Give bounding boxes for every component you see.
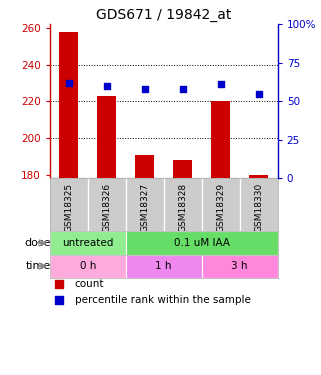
Text: GSM18330: GSM18330 — [254, 183, 263, 232]
Point — [142, 86, 147, 92]
Point — [56, 281, 61, 287]
Text: percentile rank within the sample: percentile rank within the sample — [75, 295, 251, 305]
Text: GSM18327: GSM18327 — [140, 183, 149, 232]
Bar — [135, 154, 154, 178]
Bar — [126, 231, 278, 255]
Text: GSM18329: GSM18329 — [216, 183, 225, 232]
Bar — [126, 255, 202, 278]
Point — [66, 80, 71, 86]
Text: untreated: untreated — [62, 238, 113, 248]
Text: GSM18326: GSM18326 — [102, 183, 111, 232]
Text: dose: dose — [24, 238, 50, 248]
Text: 0 h: 0 h — [80, 261, 96, 271]
Point — [256, 91, 261, 97]
Bar — [59, 32, 78, 178]
Bar — [211, 101, 230, 178]
Bar — [50, 231, 126, 255]
Point — [104, 83, 109, 89]
Text: 3 h: 3 h — [231, 261, 248, 271]
Text: time: time — [25, 261, 50, 271]
Bar — [202, 255, 278, 278]
Text: GSM18328: GSM18328 — [178, 183, 187, 232]
Point — [180, 86, 185, 92]
Point — [56, 297, 61, 303]
Text: count: count — [75, 279, 104, 289]
Bar — [97, 96, 116, 178]
Bar — [50, 255, 126, 278]
Bar — [173, 160, 192, 178]
Point — [218, 81, 223, 87]
Text: 0.1 uM IAA: 0.1 uM IAA — [174, 238, 230, 248]
Text: GSM18325: GSM18325 — [64, 183, 73, 232]
Bar — [249, 175, 268, 178]
Title: GDS671 / 19842_at: GDS671 / 19842_at — [96, 8, 231, 22]
Text: 1 h: 1 h — [155, 261, 172, 271]
